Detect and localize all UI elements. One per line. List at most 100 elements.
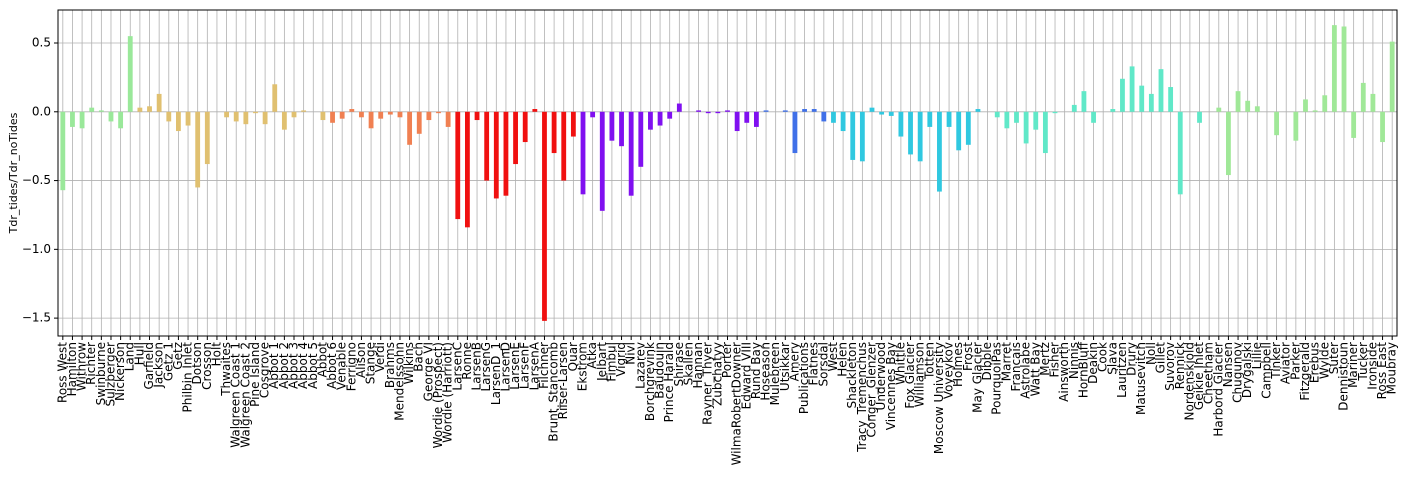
bar bbox=[1148, 93, 1154, 112]
bar bbox=[542, 111, 547, 321]
x-tick-label: Shirase bbox=[672, 342, 686, 386]
x-tick-label: Quar bbox=[566, 342, 580, 371]
bar bbox=[359, 111, 364, 118]
bar bbox=[1120, 78, 1125, 112]
x-tick-label: Hoseason bbox=[759, 342, 773, 401]
x-tick-label: Marret bbox=[999, 342, 1013, 381]
bar bbox=[262, 111, 268, 125]
bar bbox=[734, 111, 740, 132]
bar bbox=[975, 109, 981, 112]
bar bbox=[301, 110, 307, 112]
x-tick-label: Lauritzen bbox=[1115, 342, 1129, 398]
x-tick-label: LarsenG bbox=[479, 342, 493, 392]
x-tick-label: LarsenF bbox=[518, 342, 532, 389]
x-tick-label: Hull bbox=[132, 342, 146, 365]
x-tick-label: Harbord Glacier bbox=[1211, 342, 1225, 437]
x-tick-label: Mulebreen bbox=[768, 342, 782, 405]
bar bbox=[696, 110, 702, 112]
bar bbox=[1235, 91, 1241, 112]
bar bbox=[869, 107, 875, 112]
x-tick-label: Skallen bbox=[681, 342, 695, 385]
bar bbox=[1042, 111, 1048, 154]
bar bbox=[1254, 106, 1260, 112]
x-tick-label: Frost bbox=[961, 342, 975, 371]
x-tick-label: Ross West bbox=[55, 342, 69, 403]
x-tick-label: Tinker bbox=[1269, 342, 1283, 380]
bar bbox=[118, 111, 124, 129]
x-tick-label: Fimbul bbox=[604, 342, 618, 382]
x-tick-label: Cook bbox=[1096, 342, 1110, 372]
x-tick-label: Cheetham bbox=[1202, 342, 1216, 404]
x-tick-label: LarsenB bbox=[470, 342, 484, 390]
x-tick-label: Ainsworth bbox=[1057, 342, 1071, 402]
bar bbox=[407, 111, 413, 145]
bar bbox=[657, 111, 663, 126]
bar bbox=[1216, 107, 1222, 112]
bar bbox=[667, 111, 673, 119]
x-tick-label: Drygalski bbox=[1240, 342, 1254, 398]
x-tick-label: Geikie Inlet bbox=[1192, 342, 1206, 410]
x-tick-label: Jelbart bbox=[595, 342, 609, 382]
x-tick-label: Moscow University bbox=[932, 342, 946, 454]
x-tick-label: Conger_Glenzer bbox=[864, 342, 878, 438]
y-tick-label: −1.0 bbox=[22, 242, 51, 256]
bar bbox=[1168, 87, 1174, 112]
bar bbox=[937, 111, 942, 192]
x-tick-label: Amery bbox=[787, 342, 801, 381]
bar bbox=[166, 111, 172, 122]
bar bbox=[185, 111, 191, 126]
x-tick-label: Porter bbox=[720, 342, 734, 378]
bar bbox=[1370, 93, 1376, 112]
x-tick-label: Moubray bbox=[1385, 342, 1399, 394]
bar bbox=[888, 111, 894, 116]
x-tick-label: Tracy_Tremenchus bbox=[855, 342, 869, 453]
bar bbox=[638, 111, 644, 167]
x-tick-label: Crosson bbox=[200, 342, 214, 390]
bar bbox=[898, 111, 904, 137]
x-tick-label: Walgreen Coast 2 bbox=[238, 342, 252, 448]
x-tick-label: Edward VIII bbox=[739, 342, 753, 409]
x-tick-label: Dennistoun bbox=[1337, 342, 1351, 411]
x-tick-label: LarsenC bbox=[450, 342, 464, 391]
x-tick-label: Withrow bbox=[75, 342, 89, 391]
bar bbox=[744, 111, 750, 123]
x-tick-label: Borchgrevink bbox=[643, 342, 657, 421]
x-tick-label: Ferrigno bbox=[344, 342, 358, 391]
bar bbox=[79, 111, 85, 129]
x-tick-label: Alison bbox=[354, 342, 368, 378]
bar bbox=[956, 111, 962, 151]
x-tick-label: Land bbox=[123, 342, 137, 371]
x-tick-label: Venable bbox=[335, 342, 349, 390]
x-tick-label: Parker bbox=[1288, 342, 1302, 380]
bar bbox=[1052, 111, 1058, 114]
x-tick-label: Brunt_Stancomb bbox=[547, 342, 561, 442]
x-tick-label: Abbot 4 bbox=[296, 342, 310, 389]
bar bbox=[619, 111, 624, 147]
bar bbox=[416, 111, 422, 134]
bar bbox=[831, 111, 836, 123]
bar bbox=[1091, 111, 1096, 123]
bar bbox=[137, 107, 143, 112]
bar bbox=[1293, 111, 1299, 141]
bar bbox=[1158, 69, 1164, 112]
x-tick-label: West bbox=[826, 342, 840, 372]
bar bbox=[291, 111, 297, 118]
x-tick-label: Garfield bbox=[142, 342, 156, 389]
bar bbox=[397, 111, 403, 118]
x-tick-label: Shackleton bbox=[845, 342, 859, 409]
x-tick-label: Prince Harald bbox=[662, 342, 676, 422]
bar bbox=[1380, 111, 1385, 143]
x-tick-label: Abbot 3 bbox=[287, 342, 301, 389]
bar bbox=[1322, 95, 1328, 112]
x-tick-label: Richter bbox=[84, 342, 98, 385]
x-tick-label: Vigrid bbox=[614, 342, 628, 377]
x-tick-label: Fisher bbox=[1048, 342, 1062, 378]
bar bbox=[570, 111, 576, 137]
x-tick-label: LarsenA bbox=[527, 341, 541, 390]
bar bbox=[1341, 26, 1347, 112]
bar bbox=[339, 111, 345, 119]
x-tick-label: Rund Bay bbox=[749, 342, 763, 399]
x-tick-label: Stange bbox=[364, 342, 378, 384]
bar bbox=[1129, 66, 1135, 112]
y-axis-label: Tdr_tides/Tdr_noTides bbox=[7, 112, 20, 234]
